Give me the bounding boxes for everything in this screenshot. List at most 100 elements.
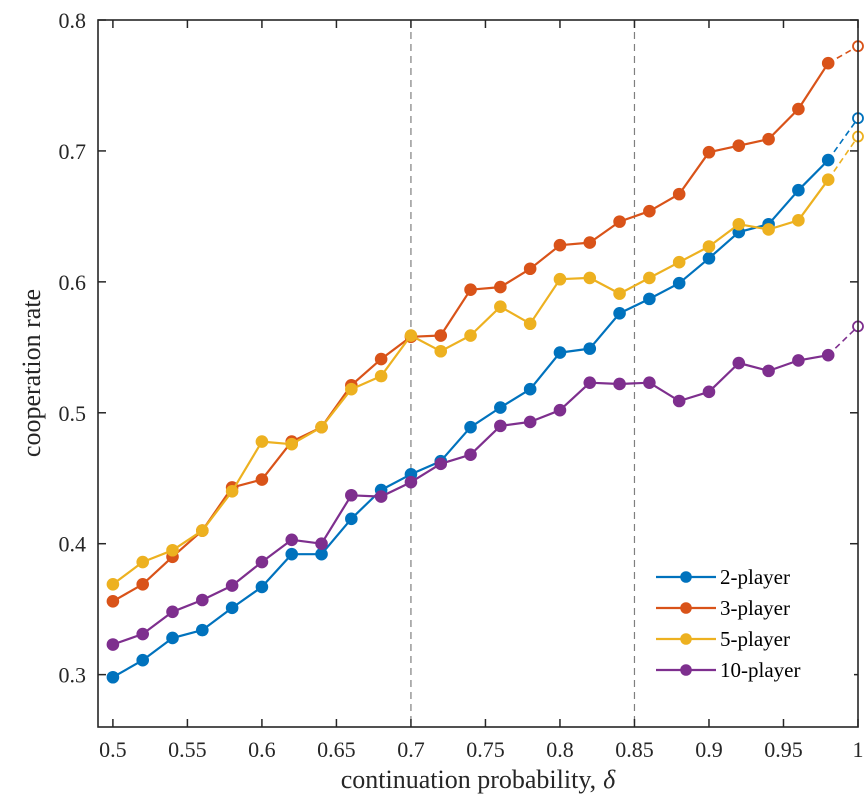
data-point xyxy=(553,238,567,252)
data-point xyxy=(821,348,835,362)
y-tick-label: 0.6 xyxy=(59,270,87,295)
data-point xyxy=(494,300,507,314)
data-point xyxy=(225,485,239,498)
data-point xyxy=(404,329,418,342)
legend-marker xyxy=(680,664,692,676)
data-point xyxy=(136,653,150,667)
y-tick-labels: 0.3 0.4 0.5 0.6 0.7 0.8 xyxy=(59,8,87,688)
data-point xyxy=(553,346,567,359)
data-point xyxy=(345,382,358,396)
data-point xyxy=(821,56,835,70)
data-point xyxy=(672,255,686,269)
axis-ticks xyxy=(98,19,859,727)
data-point xyxy=(285,437,299,451)
data-point xyxy=(583,271,597,285)
legend: 2-player 3-player 5-player 10-player xyxy=(650,556,854,688)
y-tick-label: 0.5 xyxy=(59,401,87,426)
x-tick-label: 0.55 xyxy=(168,737,207,762)
data-point xyxy=(464,329,477,342)
y-axis-label: cooperation rate xyxy=(17,289,46,457)
data-point xyxy=(136,555,150,569)
series-extrapolation-line xyxy=(827,325,859,356)
data-point xyxy=(255,435,269,448)
series-10-player xyxy=(106,320,864,651)
x-tick-label: 0.65 xyxy=(317,737,356,762)
data-point xyxy=(225,579,239,592)
x-tick-label: 0.95 xyxy=(764,737,803,762)
data-point xyxy=(792,102,805,116)
data-point xyxy=(613,215,626,228)
data-point xyxy=(166,543,179,557)
y-tick-label: 0.7 xyxy=(59,139,87,164)
data-point xyxy=(255,473,269,486)
data-point xyxy=(166,605,179,619)
data-point xyxy=(345,488,358,502)
data-point xyxy=(285,533,299,547)
data-point xyxy=(762,364,775,378)
x-axis-label-text: continuation probability, xyxy=(341,765,596,794)
data-point xyxy=(374,490,388,503)
data-point xyxy=(106,638,120,651)
data-point xyxy=(672,276,686,290)
data-point xyxy=(374,369,388,383)
y-tick-label: 0.3 xyxy=(59,663,87,688)
data-point xyxy=(732,217,746,231)
data-point xyxy=(523,262,537,276)
data-point xyxy=(464,283,477,297)
data-point xyxy=(255,555,269,569)
data-point xyxy=(732,356,746,370)
series-extrapolation-line xyxy=(827,136,859,181)
data-point xyxy=(494,419,507,433)
legend-label: 3-player xyxy=(720,596,790,620)
data-point xyxy=(702,251,716,265)
data-point xyxy=(792,183,805,197)
data-point xyxy=(672,187,686,201)
data-point xyxy=(702,385,716,399)
data-point xyxy=(762,132,775,146)
x-tick-label: 0.5 xyxy=(99,737,127,762)
data-point xyxy=(792,214,805,227)
data-point xyxy=(106,577,120,591)
x-tick-label: 0.7 xyxy=(397,737,425,762)
legend-item: 3-player xyxy=(656,596,790,620)
data-point xyxy=(523,415,537,429)
data-point xyxy=(672,394,686,408)
data-point xyxy=(196,593,209,607)
data-point xyxy=(434,457,448,471)
data-point xyxy=(643,271,656,285)
data-point xyxy=(792,354,805,367)
data-point xyxy=(196,623,209,637)
legend-item: 5-player xyxy=(656,627,790,651)
x-axis-label: continuation probability, δ xyxy=(341,765,616,794)
data-point xyxy=(166,631,179,645)
legend-item: 2-player xyxy=(656,565,790,589)
data-point xyxy=(583,342,597,355)
data-point xyxy=(583,236,597,249)
x-tick-label: 0.75 xyxy=(466,737,505,762)
x-tick-label: 0.9 xyxy=(695,737,723,762)
data-point xyxy=(613,287,626,300)
data-point xyxy=(315,537,328,551)
legend-marker xyxy=(680,602,692,614)
data-point xyxy=(464,448,477,461)
data-point xyxy=(553,403,567,417)
data-point xyxy=(702,145,716,159)
data-point xyxy=(821,173,835,187)
data-point xyxy=(255,580,269,594)
data-point xyxy=(643,376,656,389)
data-point xyxy=(643,204,656,218)
x-tick-label: 1 xyxy=(853,737,864,762)
data-point xyxy=(225,601,239,615)
data-point xyxy=(523,382,537,396)
data-point xyxy=(106,595,120,608)
data-point xyxy=(374,352,388,366)
data-point xyxy=(136,577,150,591)
x-tick-label: 0.85 xyxy=(615,737,654,762)
data-point xyxy=(613,377,626,391)
vertical-reference-lines xyxy=(410,20,636,727)
data-point xyxy=(613,306,626,320)
legend-label: 10-player xyxy=(720,658,800,682)
x-axis-label-symbol: δ xyxy=(603,765,616,794)
data-point xyxy=(494,280,507,294)
data-point xyxy=(464,420,477,434)
